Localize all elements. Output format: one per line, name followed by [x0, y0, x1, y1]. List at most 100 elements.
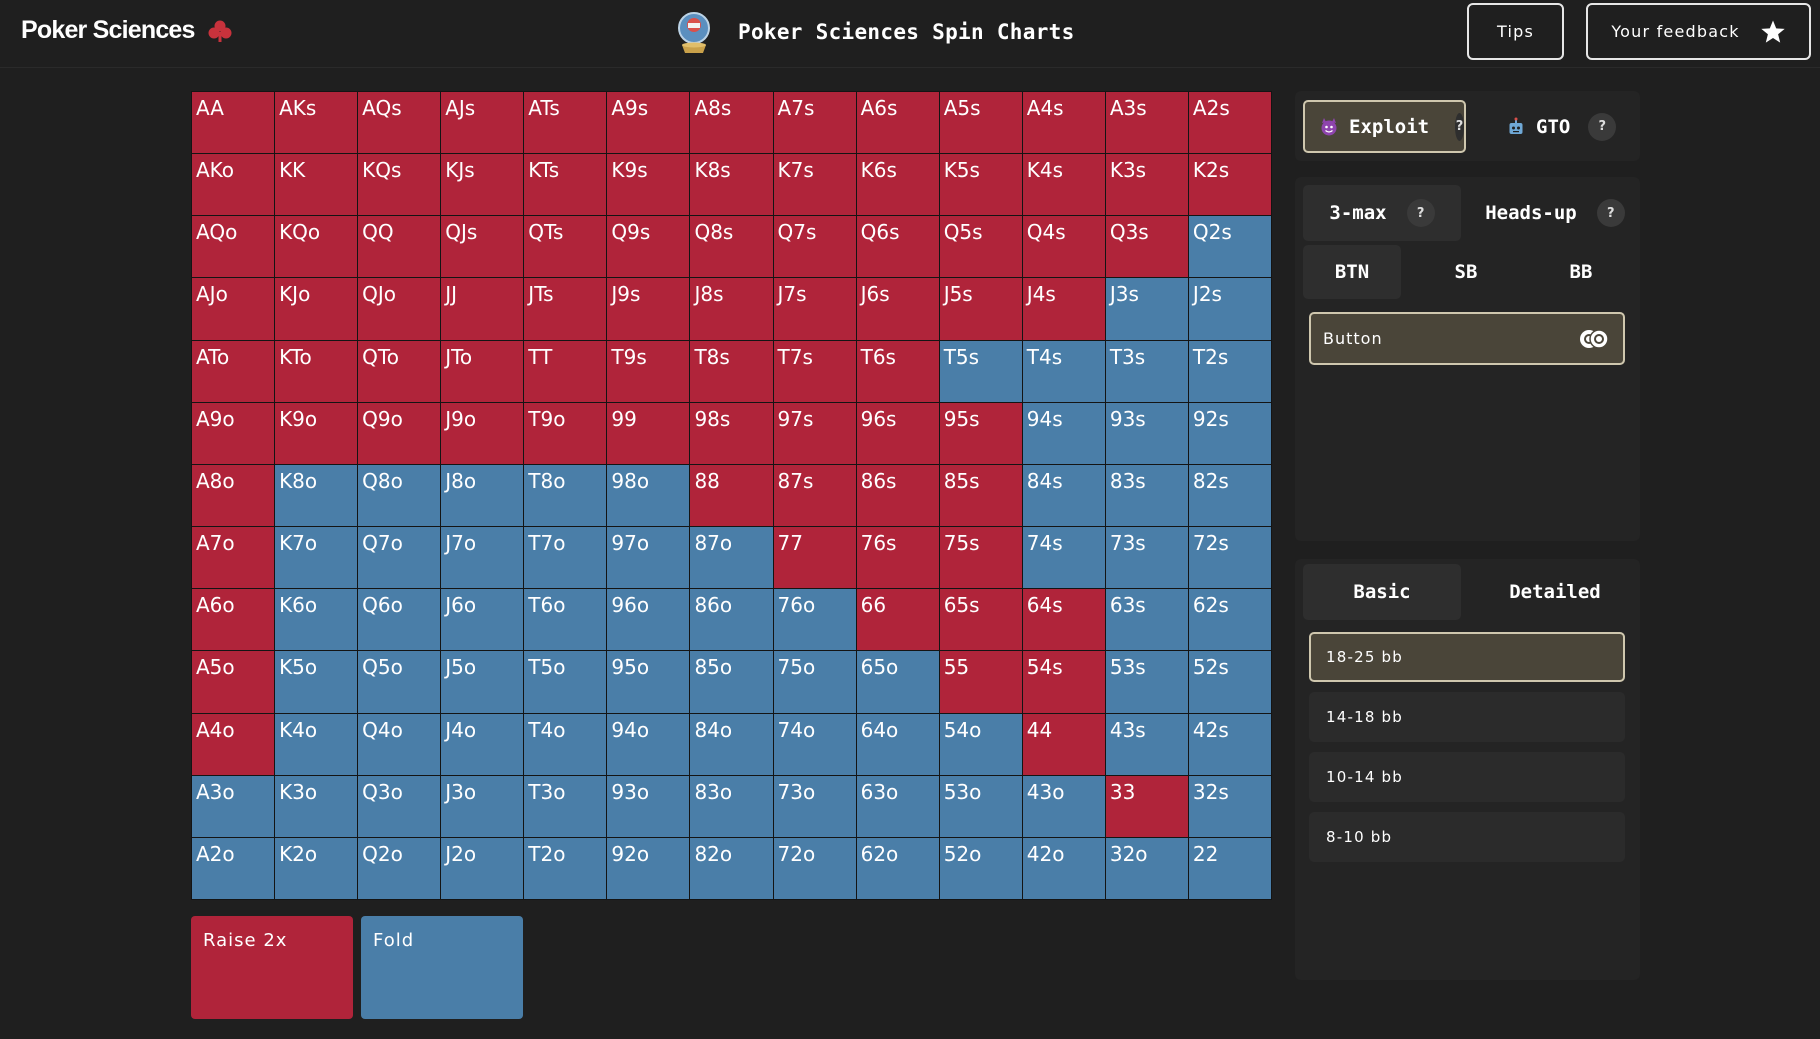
tab-detailed[interactable]: Detailed — [1475, 564, 1635, 620]
hand-cell[interactable]: 83o — [690, 775, 773, 837]
hand-cell[interactable]: 64s — [1022, 589, 1105, 651]
hand-cell[interactable]: 64o — [856, 713, 939, 775]
brand[interactable]: Poker Sciences — [21, 16, 233, 45]
hand-cell[interactable]: Q6o — [358, 589, 441, 651]
hand-cell[interactable]: T7s — [773, 340, 856, 402]
hand-cell[interactable]: JJ — [441, 278, 524, 340]
hand-cell[interactable]: 87s — [773, 464, 856, 527]
hand-cell[interactable]: AKs — [275, 92, 358, 154]
hand-cell[interactable]: 96s — [856, 402, 939, 464]
hand-cell[interactable]: 75s — [939, 527, 1022, 589]
hand-cell[interactable]: Q3s — [1105, 216, 1188, 278]
hand-cell[interactable]: 63s — [1105, 589, 1188, 651]
hand-cell[interactable]: 93o — [607, 775, 690, 837]
hand-cell[interactable]: 53s — [1105, 651, 1188, 713]
hand-cell[interactable]: 52o — [939, 837, 1022, 899]
hand-cell[interactable]: KTs — [524, 154, 607, 216]
position-sb-button[interactable]: SB — [1454, 261, 1478, 283]
hand-cell[interactable]: KQo — [275, 216, 358, 278]
hand-cell[interactable]: 94o — [607, 713, 690, 775]
hand-cell[interactable]: 43o — [1022, 775, 1105, 837]
heads-up-help-icon[interactable]: ? — [1596, 199, 1625, 227]
hand-cell[interactable]: K5o — [275, 651, 358, 713]
hand-cell[interactable]: 86s — [856, 464, 939, 527]
hand-cell[interactable]: JTs — [524, 278, 607, 340]
stack-option-10-14[interactable]: 10-14 bb — [1309, 752, 1625, 802]
hand-cell[interactable]: 97s — [773, 402, 856, 464]
stack-option-18-25[interactable]: 18-25 bb — [1309, 632, 1625, 682]
hand-cell[interactable]: AJs — [441, 92, 524, 154]
hand-cell[interactable]: K2s — [1188, 154, 1271, 216]
hand-cell[interactable]: 62s — [1188, 589, 1271, 651]
gto-help-icon[interactable]: ? — [1588, 112, 1617, 141]
hand-cell[interactable]: KJs — [441, 154, 524, 216]
hand-cell[interactable]: J4o — [441, 713, 524, 775]
hand-cell[interactable]: J5o — [441, 651, 524, 713]
hand-cell[interactable]: Q7o — [358, 527, 441, 589]
hand-cell[interactable]: 85o — [690, 651, 773, 713]
hand-cell[interactable]: J7s — [773, 278, 856, 340]
hand-cell[interactable]: 52s — [1188, 651, 1271, 713]
hand-cell[interactable]: 84o — [690, 713, 773, 775]
hand-cell[interactable]: 42o — [1022, 837, 1105, 899]
hand-cell[interactable]: J8s — [690, 278, 773, 340]
hand-cell[interactable]: 97o — [607, 527, 690, 589]
hand-cell[interactable]: AJo — [192, 278, 275, 340]
hand-cell[interactable]: Q8o — [358, 464, 441, 527]
hand-cell[interactable]: 76o — [773, 589, 856, 651]
hand-cell[interactable]: J7o — [441, 527, 524, 589]
hand-cell[interactable]: QQ — [358, 216, 441, 278]
hand-cell[interactable]: K7o — [275, 527, 358, 589]
hand-cell[interactable]: ATo — [192, 340, 275, 402]
hand-cell[interactable]: 54o — [939, 713, 1022, 775]
hand-cell[interactable]: K7s — [773, 154, 856, 216]
hand-cell[interactable]: 95o — [607, 651, 690, 713]
hand-cell[interactable]: 66 — [856, 589, 939, 651]
hand-cell[interactable]: 86o — [690, 589, 773, 651]
hand-cell[interactable]: T4o — [524, 713, 607, 775]
hand-cell[interactable]: K8o — [275, 464, 358, 527]
hand-cell[interactable]: J6s — [856, 278, 939, 340]
hand-cell[interactable]: TT — [524, 340, 607, 402]
hand-cell[interactable]: KK — [275, 154, 358, 216]
hand-cell[interactable]: 63o — [856, 775, 939, 837]
hand-cell[interactable]: 98s — [690, 402, 773, 464]
tab-3-max[interactable]: 3-max ? — [1303, 185, 1461, 241]
3-max-help-icon[interactable]: ? — [1406, 199, 1435, 227]
hand-cell[interactable]: 93s — [1105, 402, 1188, 464]
hand-cell[interactable]: 72s — [1188, 527, 1271, 589]
hand-cell[interactable]: 32o — [1105, 837, 1188, 899]
position-btn-button[interactable]: BTN — [1303, 245, 1401, 299]
hand-cell[interactable]: Q5s — [939, 216, 1022, 278]
hand-cell[interactable]: 83s — [1105, 464, 1188, 527]
hand-cell[interactable]: 42s — [1188, 713, 1271, 775]
hand-cell[interactable]: 95s — [939, 402, 1022, 464]
hand-cell[interactable]: 92o — [607, 837, 690, 899]
hand-cell[interactable]: Q6s — [856, 216, 939, 278]
hand-cell[interactable]: Q7s — [773, 216, 856, 278]
hand-cell[interactable]: Q4s — [1022, 216, 1105, 278]
tab-basic[interactable]: Basic — [1303, 564, 1461, 620]
hand-cell[interactable]: 62o — [856, 837, 939, 899]
hand-cell[interactable]: 32s — [1188, 775, 1271, 837]
hand-cell[interactable]: AKo — [192, 154, 275, 216]
hand-cell[interactable]: QJs — [441, 216, 524, 278]
hand-cell[interactable]: A6s — [856, 92, 939, 154]
hand-cell[interactable]: Q9s — [607, 216, 690, 278]
tips-button[interactable]: Tips — [1467, 3, 1564, 60]
hand-cell[interactable]: K3s — [1105, 154, 1188, 216]
exploit-help-icon[interactable]: ? — [1455, 112, 1464, 141]
hand-cell[interactable]: 77 — [773, 527, 856, 589]
hand-cell[interactable]: KJo — [275, 278, 358, 340]
hand-cell[interactable]: 76s — [856, 527, 939, 589]
hand-cell[interactable]: T9s — [607, 340, 690, 402]
hand-cell[interactable]: T5o — [524, 651, 607, 713]
hand-cell[interactable]: T4s — [1022, 340, 1105, 402]
hand-cell[interactable]: K9s — [607, 154, 690, 216]
hand-cell[interactable]: T7o — [524, 527, 607, 589]
hand-cell[interactable]: A3s — [1105, 92, 1188, 154]
stack-option-14-18[interactable]: 14-18 bb — [1309, 692, 1625, 742]
hand-cell[interactable]: A2s — [1188, 92, 1271, 154]
hand-cell[interactable]: T8s — [690, 340, 773, 402]
hand-cell[interactable]: A4s — [1022, 92, 1105, 154]
